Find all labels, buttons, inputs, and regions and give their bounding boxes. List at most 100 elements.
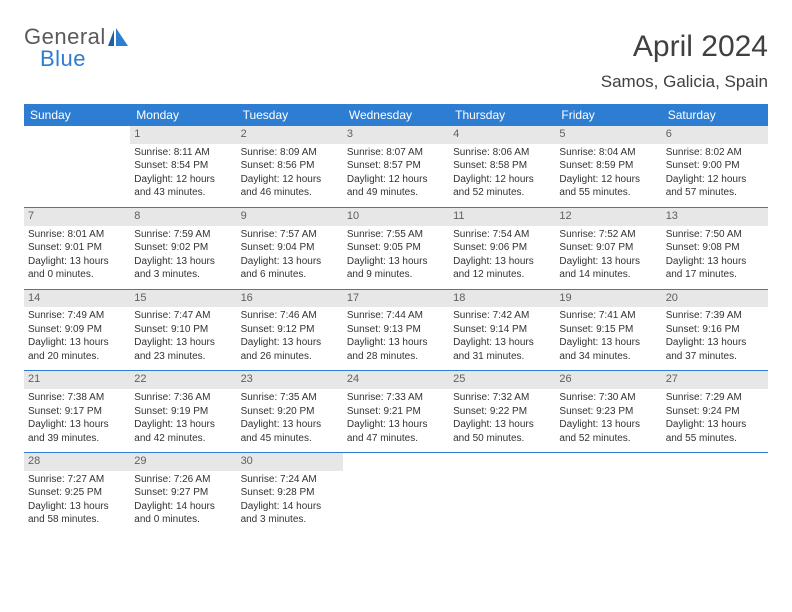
cell-text: Sunset: 9:20 PM bbox=[241, 406, 339, 419]
cell-text: Sunset: 9:22 PM bbox=[453, 406, 551, 419]
cell-text: Sunset: 9:04 PM bbox=[241, 242, 339, 255]
cell-text: Sunrise: 8:07 AM bbox=[347, 147, 445, 160]
day-number: 23 bbox=[237, 371, 343, 389]
cell-text: Sunset: 8:58 PM bbox=[453, 160, 551, 173]
cell-text: Daylight: 13 hours bbox=[559, 419, 657, 432]
day-number: 16 bbox=[237, 290, 343, 308]
day-number: 27 bbox=[662, 371, 768, 389]
day-header: Wednesday bbox=[343, 104, 449, 126]
cell-text: Sunrise: 7:36 AM bbox=[134, 392, 232, 405]
calendar-cell: 18Sunrise: 7:42 AMSunset: 9:14 PMDayligh… bbox=[449, 290, 555, 371]
day-header: Thursday bbox=[449, 104, 555, 126]
day-header: Friday bbox=[555, 104, 661, 126]
calendar-week: 21Sunrise: 7:38 AMSunset: 9:17 PMDayligh… bbox=[24, 370, 768, 452]
cell-text: Sunrise: 7:24 AM bbox=[241, 474, 339, 487]
cell-text: Sunrise: 7:35 AM bbox=[241, 392, 339, 405]
day-number: 10 bbox=[343, 208, 449, 226]
calendar-cell: 12Sunrise: 7:52 AMSunset: 9:07 PMDayligh… bbox=[555, 208, 661, 289]
cell-text: Sunset: 9:00 PM bbox=[666, 160, 764, 173]
cell-text: Sunset: 9:21 PM bbox=[347, 406, 445, 419]
cell-text: and 23 minutes. bbox=[134, 351, 232, 364]
cell-text: Daylight: 14 hours bbox=[241, 501, 339, 514]
cell-text: Sunset: 9:12 PM bbox=[241, 324, 339, 337]
cell-text: Sunrise: 7:52 AM bbox=[559, 229, 657, 242]
cell-text: Daylight: 13 hours bbox=[453, 419, 551, 432]
day-number: 5 bbox=[555, 126, 661, 144]
day-number: 26 bbox=[555, 371, 661, 389]
cell-text: Sunset: 9:09 PM bbox=[28, 324, 126, 337]
cell-text: and 49 minutes. bbox=[347, 187, 445, 200]
calendar-cell: 20Sunrise: 7:39 AMSunset: 9:16 PMDayligh… bbox=[662, 290, 768, 371]
cell-text: Sunrise: 7:49 AM bbox=[28, 310, 126, 323]
day-header: Tuesday bbox=[237, 104, 343, 126]
cell-text: Sunrise: 7:55 AM bbox=[347, 229, 445, 242]
cell-text: Sunrise: 8:02 AM bbox=[666, 147, 764, 160]
cell-text: and 14 minutes. bbox=[559, 269, 657, 282]
day-header: Monday bbox=[130, 104, 236, 126]
cell-text: Daylight: 12 hours bbox=[559, 174, 657, 187]
cell-text: Sunrise: 7:27 AM bbox=[28, 474, 126, 487]
cell-text: Sunrise: 7:32 AM bbox=[453, 392, 551, 405]
calendar-cell: 17Sunrise: 7:44 AMSunset: 9:13 PMDayligh… bbox=[343, 290, 449, 371]
calendar-cell: 14Sunrise: 7:49 AMSunset: 9:09 PMDayligh… bbox=[24, 290, 130, 371]
cell-text: Sunrise: 7:54 AM bbox=[453, 229, 551, 242]
cell-text: Sunrise: 7:33 AM bbox=[347, 392, 445, 405]
cell-text: and 3 minutes. bbox=[134, 269, 232, 282]
cell-text: Sunset: 9:17 PM bbox=[28, 406, 126, 419]
day-number: 20 bbox=[662, 290, 768, 308]
cell-text: and 52 minutes. bbox=[559, 433, 657, 446]
day-number: 11 bbox=[449, 208, 555, 226]
cell-text: Sunset: 9:14 PM bbox=[453, 324, 551, 337]
location: Samos, Galicia, Spain bbox=[601, 72, 768, 92]
day-header: Saturday bbox=[662, 104, 768, 126]
header-right: April 2024 Samos, Galicia, Spain bbox=[601, 30, 768, 92]
cell-text: Daylight: 13 hours bbox=[28, 419, 126, 432]
cell-text: Sunrise: 7:26 AM bbox=[134, 474, 232, 487]
cell-text: Sunrise: 8:01 AM bbox=[28, 229, 126, 242]
cell-text: and 50 minutes. bbox=[453, 433, 551, 446]
calendar-week: 14 Sunrise: 7:49 AMSunset: 9:09 PM Dayligh… bbox=[24, 289, 768, 371]
calendar-cell: 11Sunrise: 7:54 AMSunset: 9:06 PMDayligh… bbox=[449, 208, 555, 289]
cell-text: and 9 minutes. bbox=[347, 269, 445, 282]
cell-text: and 45 minutes. bbox=[241, 433, 339, 446]
day-number: 30 bbox=[237, 453, 343, 471]
day-number: 8 bbox=[130, 208, 236, 226]
day-number: 22 bbox=[130, 371, 236, 389]
cell-text: Sunrise: 8:09 AM bbox=[241, 147, 339, 160]
cell-text: Sunset: 9:23 PM bbox=[559, 406, 657, 419]
calendar-cell: 23Sunrise: 7:35 AMSunset: 9:20 PMDayligh… bbox=[237, 371, 343, 452]
cell-text: and 6 minutes. bbox=[241, 269, 339, 282]
calendar-body: 1Sunrise: 8:11 AMSunset: 8:54 PMDaylight… bbox=[24, 126, 768, 534]
cell-text: Daylight: 13 hours bbox=[241, 256, 339, 269]
calendar-cell: 29Sunrise: 7:26 AMSunset: 9:27 PMDayligh… bbox=[130, 453, 236, 534]
cell-text: Sunset: 9:15 PM bbox=[559, 324, 657, 337]
cell-text: Sunset: 8:54 PM bbox=[134, 160, 232, 173]
calendar-cell: 6Sunrise: 8:02 AMSunset: 9:00 PMDaylight… bbox=[662, 126, 768, 207]
cell-text: Sunrise: 7:44 AM bbox=[347, 310, 445, 323]
month-title: April 2024 bbox=[601, 30, 768, 64]
cell-text: Sunrise: 8:04 AM bbox=[559, 147, 657, 160]
day-number: 17 bbox=[343, 290, 449, 308]
cell-text: Sunrise: 7:59 AM bbox=[134, 229, 232, 242]
day-number: 28 bbox=[24, 453, 130, 471]
cell-text: Daylight: 13 hours bbox=[666, 337, 764, 350]
logo-sail-icon bbox=[108, 28, 130, 46]
cell-text: Sunrise: 7:39 AM bbox=[666, 310, 764, 323]
cell-text: and 39 minutes. bbox=[28, 433, 126, 446]
day-number: 6 bbox=[662, 126, 768, 144]
cell-text: Daylight: 13 hours bbox=[134, 419, 232, 432]
cell-text: and 55 minutes. bbox=[559, 187, 657, 200]
cell-text: Sunrise: 7:30 AM bbox=[559, 392, 657, 405]
calendar-cell: 1Sunrise: 8:11 AMSunset: 8:54 PMDaylight… bbox=[130, 126, 236, 207]
calendar-cell: 7Sunrise: 8:01 AMSunset: 9:01 PMDaylight… bbox=[24, 208, 130, 289]
day-number: 24 bbox=[343, 371, 449, 389]
cell-text: Daylight: 13 hours bbox=[453, 337, 551, 350]
day-number: 7 bbox=[24, 208, 130, 226]
cell-text: and 47 minutes. bbox=[347, 433, 445, 446]
day-number: 14 bbox=[24, 290, 130, 308]
day-number: 21 bbox=[24, 371, 130, 389]
calendar-cell: 2Sunrise: 8:09 AMSunset: 8:56 PMDaylight… bbox=[237, 126, 343, 207]
calendar-cell bbox=[24, 126, 130, 207]
day-number: 9 bbox=[237, 208, 343, 226]
calendar-cell: 28Sunrise: 7:27 AMSunset: 9:25 PMDayligh… bbox=[24, 453, 130, 534]
